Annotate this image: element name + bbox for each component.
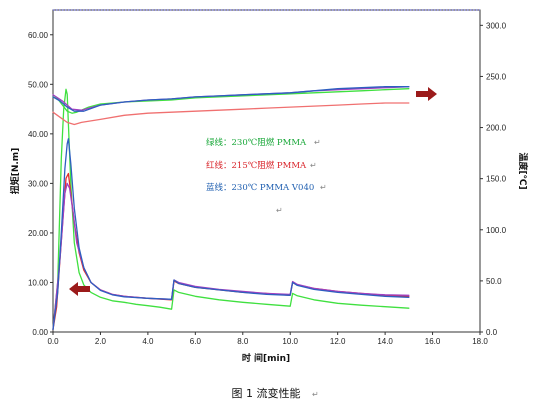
y2-tick-label: 50.0	[486, 277, 502, 286]
y-tick-label: 50.00	[28, 80, 49, 89]
x-tick-label: 6.0	[190, 337, 202, 346]
y-tick-label: 10.00	[28, 278, 49, 287]
y-axis-title: 扭矩[N.m]	[9, 148, 21, 195]
x-tick-label: 4.0	[142, 337, 154, 346]
series-purple-temp	[52, 86, 410, 111]
y-tick-label: 0.00	[32, 328, 48, 337]
y-tick-label: 30.00	[28, 179, 49, 188]
series-green-torque	[52, 88, 410, 331]
paragraph-mark: ↵	[276, 206, 283, 215]
x-tick-label: 10.0	[282, 337, 298, 346]
paragraph-mark: ↵	[320, 183, 327, 192]
x-tick-label: 2.0	[95, 337, 107, 346]
y2-axis-ticks: 0.0 50.0 100.0 150.0 200.0 250.0 300.0	[480, 21, 507, 337]
x-tick-label: 18.0	[472, 337, 488, 346]
x-tick-label: 8.0	[237, 337, 249, 346]
y2-tick-label: 250.0	[486, 72, 507, 81]
arrow-right-icon	[416, 87, 437, 101]
series-red-torque	[52, 172, 410, 331]
y2-axis-title: 温度[℃]	[517, 152, 529, 189]
annotation-green: 绿线：230℃阻燃 PMMA	[206, 137, 307, 148]
y-tick-label: 60.00	[28, 31, 49, 40]
series-blue-torque	[52, 138, 410, 331]
series-purple-torque	[52, 182, 410, 331]
x-tick-label: 16.0	[425, 337, 441, 346]
y2-tick-label: 100.0	[486, 226, 507, 235]
x-axis-ticks: 0.0 2.0 4.0 6.0 8.0 10.0 12.0 14.0 16.0 18.0	[47, 332, 488, 346]
arrow-left-icon	[69, 282, 90, 296]
paragraph-mark: ↵	[310, 161, 317, 170]
y2-tick-label: 150.0	[486, 175, 507, 184]
annotation-red: 红线：215℃阻燃 PMMA	[206, 160, 307, 171]
series-layer	[52, 86, 410, 331]
y-axis-ticks: 0.00 10.00 20.00 30.00 40.00 50.00 60.00	[28, 31, 53, 337]
annotation-blue: 蓝线：230℃ PMMA V040	[206, 182, 314, 193]
series-red-temp	[52, 102, 410, 126]
x-tick-label: 0.0	[47, 337, 59, 346]
y2-tick-label: 300.0	[486, 21, 507, 30]
x-axis-title: 时 间[min]	[242, 352, 290, 364]
y-tick-label: 40.00	[28, 130, 49, 139]
figure-caption: 图 1 流变性能	[232, 386, 301, 400]
plot-frame	[52, 9, 481, 333]
paragraph-mark: ↵	[312, 390, 319, 399]
y2-tick-label: 0.0	[486, 328, 498, 337]
y-tick-label: 20.00	[28, 229, 49, 238]
paragraph-mark: ↵	[314, 138, 321, 147]
series-green-temp	[52, 88, 410, 114]
x-tick-label: 14.0	[377, 337, 393, 346]
series-blue-temp	[52, 86, 410, 112]
x-tick-label: 12.0	[330, 337, 346, 346]
y2-tick-label: 200.0	[486, 124, 507, 133]
